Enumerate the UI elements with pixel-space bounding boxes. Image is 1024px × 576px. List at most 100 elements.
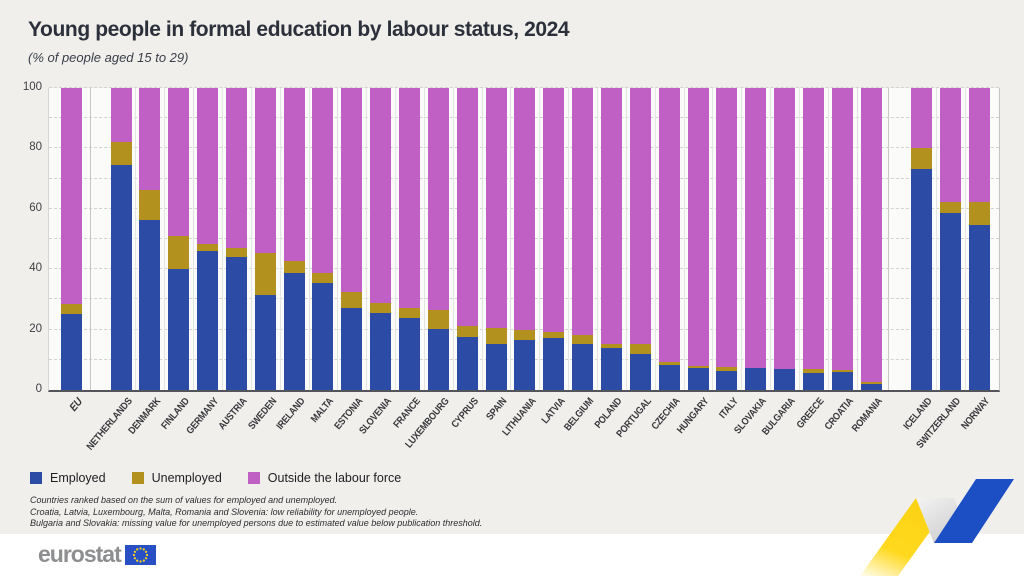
group-separator <box>887 88 889 390</box>
bar-segment-unemployed <box>543 332 565 339</box>
bar-segment-outside-the-labour-force <box>802 88 824 370</box>
bar-segment-outside-the-labour-force <box>600 88 622 344</box>
bar-segment-outside-the-labour-force <box>658 88 680 362</box>
eu-flag-stars <box>132 546 148 563</box>
bar-segment-unemployed <box>802 369 824 374</box>
eurostat-logo-text: eurostat <box>38 541 122 567</box>
column-separator <box>221 88 223 390</box>
bar-segment-unemployed <box>658 361 680 366</box>
bar-segment-unemployed <box>312 273 334 283</box>
x-axis-label-netherlands: NETHERLANDS <box>84 396 135 453</box>
column-separator <box>654 88 656 390</box>
bar-segment-outside-the-labour-force <box>197 88 219 244</box>
footnote-missing-values: Bulgaria and Slovakia: missing value for… <box>30 518 483 528</box>
bar-segment-employed <box>831 371 853 390</box>
y-axis-label-100: 100 <box>22 81 42 93</box>
bar-segment-outside-the-labour-force <box>312 88 334 274</box>
bar-segment-employed <box>968 224 990 390</box>
bar-segment-outside-the-labour-force <box>60 88 82 305</box>
bar-segment-outside-the-labour-force <box>399 88 420 308</box>
bar-segment-employed <box>225 257 247 390</box>
ribbon-blue-stroke <box>934 479 1014 543</box>
bar-segment-employed <box>370 312 392 390</box>
bar-segment-outside-the-labour-force <box>543 88 565 333</box>
bar-segment-outside-the-labour-force <box>514 88 536 330</box>
column-separator <box>164 88 166 390</box>
legend-item-outside-labour-force: Outside the labour force <box>247 471 402 485</box>
legend-item-unemployed: Unemployed <box>131 471 222 485</box>
x-axis-label-cyprus: CYPRUS <box>449 396 481 431</box>
footnotes: Countries ranked based on the sum of val… <box>30 495 482 530</box>
column-separator <box>308 88 310 390</box>
bar-segment-unemployed <box>283 261 305 274</box>
bar-segment-unemployed <box>629 343 651 355</box>
bar-segment-employed <box>110 165 132 390</box>
legend-label-outside-labour-force: Outside the labour force <box>267 471 402 485</box>
bar-segment-outside-the-labour-force <box>572 88 594 335</box>
x-axis-label-austria: AUSTRIA <box>217 396 250 433</box>
plot-area <box>48 87 1000 392</box>
bar-segment-outside-the-labour-force <box>629 88 651 344</box>
bar-segment-employed <box>427 328 449 390</box>
column-separator <box>395 88 397 390</box>
y-axis-label-0: 0 <box>35 383 42 395</box>
column-separator <box>935 88 937 390</box>
column-separator <box>279 88 281 390</box>
column-separator <box>798 88 800 390</box>
bar-segment-outside-the-labour-force <box>831 88 853 370</box>
legend-label-employed: Employed <box>50 471 106 485</box>
bar-segment-unemployed <box>687 365 709 368</box>
column-separator <box>510 88 512 390</box>
bar-segment-outside-the-labour-force <box>745 88 767 369</box>
x-axis-label-malta: MALTA <box>309 396 337 425</box>
legend-swatch-unemployed <box>131 472 144 484</box>
bar-segment-employed <box>716 370 738 390</box>
bar-segment-unemployed <box>254 252 276 296</box>
bar-segment-outside-the-labour-force <box>968 88 990 203</box>
column-separator <box>366 88 368 390</box>
eurostat-logo: eurostat <box>38 541 156 568</box>
bar-segment-employed <box>910 168 932 390</box>
bar-segment-unemployed <box>910 147 932 169</box>
bar-segment-outside-the-labour-force <box>225 88 247 248</box>
legend-item-employed: Employed <box>30 471 106 485</box>
bar-segment-employed <box>456 336 478 390</box>
bar-segment-unemployed <box>399 307 420 319</box>
x-axis-label-eu: EU <box>67 396 86 414</box>
bar-segment-employed <box>341 307 363 390</box>
column-separator <box>452 88 454 390</box>
bar-segment-employed <box>514 339 536 390</box>
bar-segment-employed <box>312 282 334 390</box>
bar-segment-outside-the-labour-force <box>716 88 738 367</box>
column-separator <box>712 88 714 390</box>
bar-segment-unemployed <box>514 329 536 340</box>
bar-segment-employed <box>939 213 961 390</box>
bar-segment-unemployed <box>139 189 161 220</box>
bar-segment-outside-the-labour-force <box>110 88 132 143</box>
bar-segment-outside-the-labour-force <box>456 88 478 327</box>
column-separator <box>135 88 137 390</box>
bar-segment-unemployed <box>456 326 478 337</box>
column-separator <box>568 88 570 390</box>
bar-segment-employed <box>254 295 276 390</box>
bar-segment-employed <box>860 383 882 390</box>
legend-label-unemployed: Unemployed <box>151 471 222 485</box>
bar-segment-employed <box>399 318 420 390</box>
bar-segment-outside-the-labour-force <box>283 88 305 262</box>
group-separator <box>89 88 91 390</box>
bar-segment-unemployed <box>168 236 190 269</box>
bar-segment-unemployed <box>110 142 132 166</box>
bar-segment-unemployed <box>197 243 219 251</box>
x-axis-label-greece: GREECE <box>795 396 827 431</box>
chart-subtitle: (% of people aged 15 to 29) <box>28 50 189 65</box>
footnote-ranking: Countries ranked based on the sum of val… <box>30 495 338 505</box>
bar-segment-outside-the-labour-force <box>427 88 449 310</box>
bar-segment-employed <box>60 314 82 390</box>
column-separator <box>481 88 483 390</box>
bar-segment-unemployed <box>341 292 363 308</box>
column-separator <box>770 88 772 390</box>
column-separator <box>741 88 743 390</box>
bar-segment-employed <box>197 250 219 390</box>
y-axis-label-80: 80 <box>29 141 42 154</box>
legend-swatch-outside-labour-force <box>247 472 260 484</box>
